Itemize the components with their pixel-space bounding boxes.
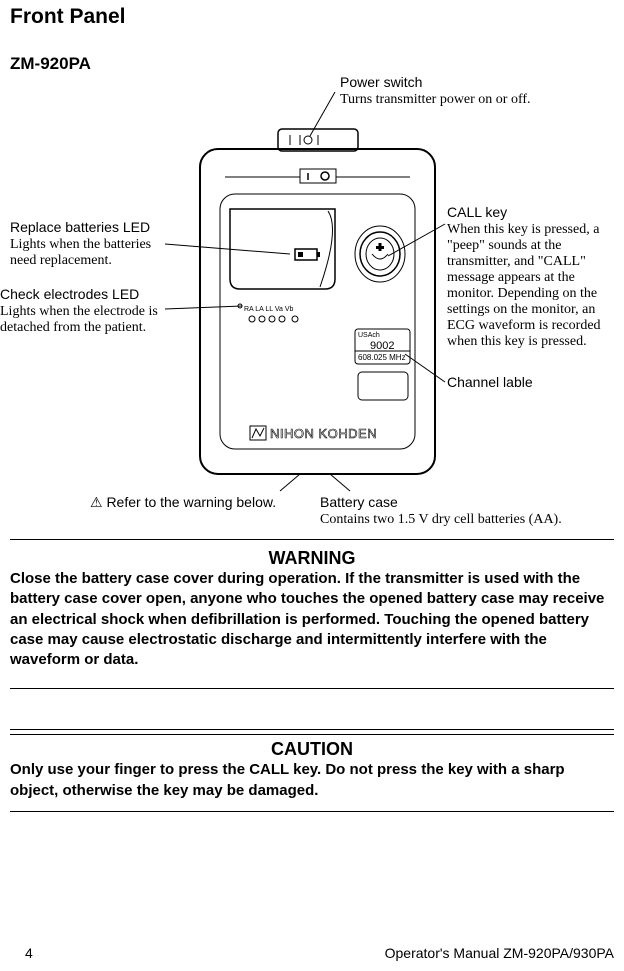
footer: 4 Operator's Manual ZM-920PA/930PA [25,945,614,961]
electrodes-text: RA LA LL Va Vb [244,306,294,313]
doc-title: Operator's Manual ZM-920PA/930PA [385,945,614,961]
warning-body: Close the battery case cover during oper… [10,569,614,670]
caution-block: CAUTION Only use your finger to press th… [10,729,614,812]
warning-block: WARNING Close the battery case cover dur… [10,548,614,670]
model-label: ZM-920PA [10,54,614,74]
usach-text: USAch [358,332,380,339]
warning-heading: WARNING [10,548,614,569]
section-title: Front Panel [10,5,614,29]
page-number: 4 [25,945,33,961]
caution-body: Only use your finger to press the CALL k… [10,760,614,801]
diagram-area: Power switch Turns transmitter power on … [10,74,614,534]
freq-text: 608.025 MHz [358,353,406,362]
channel-no-text: 9002 [370,340,394,352]
device-diagram: RA LA LL Va Vb USAch 9002 608 [10,74,614,534]
caution-heading: CAUTION [10,739,614,760]
brand-text: NIHON KOHDEN [270,426,377,441]
